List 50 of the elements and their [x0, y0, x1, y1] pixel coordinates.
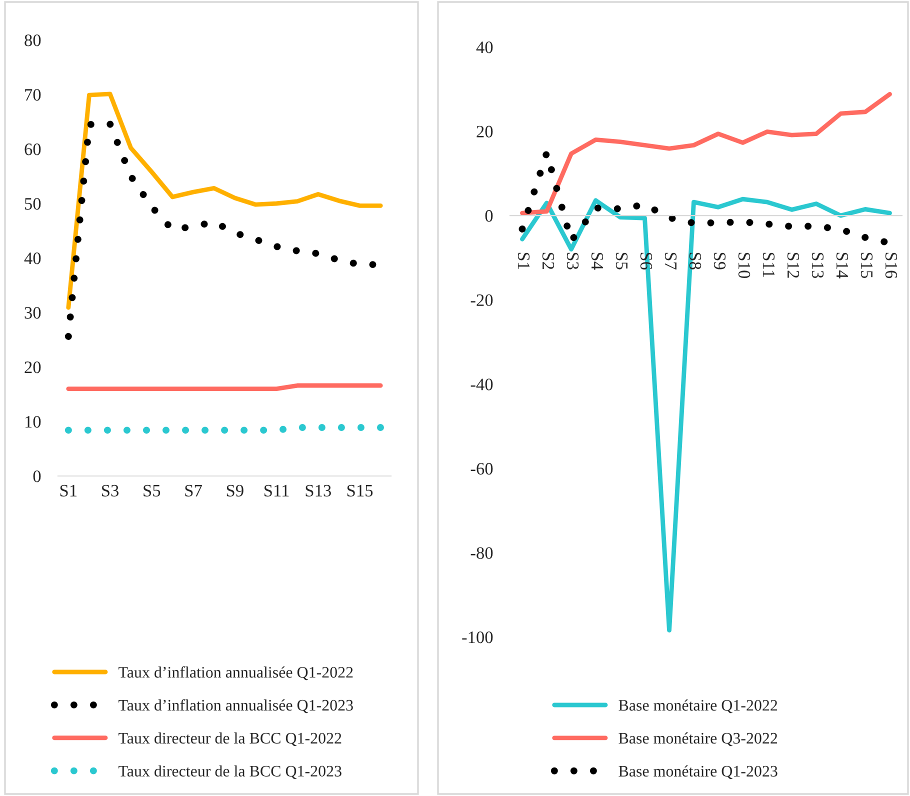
- x-tick-label: S11: [264, 484, 289, 497]
- y-tick-label: 40: [476, 41, 493, 54]
- y-tick-label: 10: [26, 416, 41, 428]
- y-tick-label: 20: [476, 126, 493, 138]
- y-tick-label: 40: [24, 252, 41, 264]
- x-tick-label: S6: [640, 252, 652, 270]
- legend-label: Base monétaire Q1-2022: [618, 699, 778, 714]
- y-tick-label: -20: [470, 294, 493, 306]
- y-tick-label: -80: [470, 547, 493, 559]
- y-tick-label: -60: [470, 462, 493, 475]
- x-tick-label: S5: [144, 484, 160, 497]
- x-tick-label: S12: [787, 252, 800, 278]
- y-tick-label: 30: [24, 306, 41, 319]
- legend-label: Taux d’inflation annualisée Q1-2023: [118, 699, 353, 714]
- legend-label: Taux directeur de la BCC Q1-2022: [118, 732, 342, 746]
- x-tick-label: S13: [306, 484, 331, 497]
- y-tick-label: 70: [25, 88, 41, 101]
- y-tick-label: 50: [24, 198, 41, 210]
- legend-label: Base monétaire Q3-2022: [618, 732, 778, 746]
- y-tick-label: 80: [24, 34, 41, 46]
- x-tick-label: S16: [885, 252, 898, 278]
- x-tick-label: S14: [836, 252, 848, 278]
- x-tick-label: S7: [185, 484, 202, 497]
- x-tick-label: S8: [689, 252, 702, 270]
- x-tick-label: S10: [738, 252, 750, 278]
- y-tick-label: -100: [462, 631, 493, 644]
- y-tick-label: 0: [485, 210, 493, 222]
- x-tick-label: S5: [616, 252, 628, 270]
- x-tick-label: S11: [762, 252, 775, 278]
- y-tick-label: -40: [470, 378, 493, 390]
- line-series: [66, 92, 383, 310]
- x-tick-label: S3: [102, 484, 119, 497]
- x-tick-label: S9: [226, 484, 244, 497]
- x-tick-label: S7: [664, 252, 677, 270]
- x-tick-label: S1: [60, 484, 77, 497]
- y-tick-label: 0: [33, 470, 41, 482]
- x-tick-label: S9: [714, 252, 726, 270]
- y-tick-label: 60: [24, 143, 41, 156]
- legend-label: Taux d’inflation annualisée Q1-2022: [118, 666, 353, 680]
- x-tick-label: S2: [542, 252, 554, 270]
- legend-label: Base monétaire Q1-2023: [618, 765, 778, 780]
- legend-label: Taux directeur de la BCC Q1-2023: [118, 765, 342, 779]
- x-tick-label: S4: [591, 252, 604, 270]
- x-tick-label: S3: [566, 252, 579, 270]
- x-tick-label: S1: [518, 252, 530, 269]
- x-tick-label: S13: [812, 252, 824, 278]
- x-tick-label: S15: [860, 252, 873, 278]
- y-tick-label: 20: [24, 361, 41, 374]
- line-series: [520, 92, 892, 216]
- x-tick-label: S15: [347, 484, 373, 497]
